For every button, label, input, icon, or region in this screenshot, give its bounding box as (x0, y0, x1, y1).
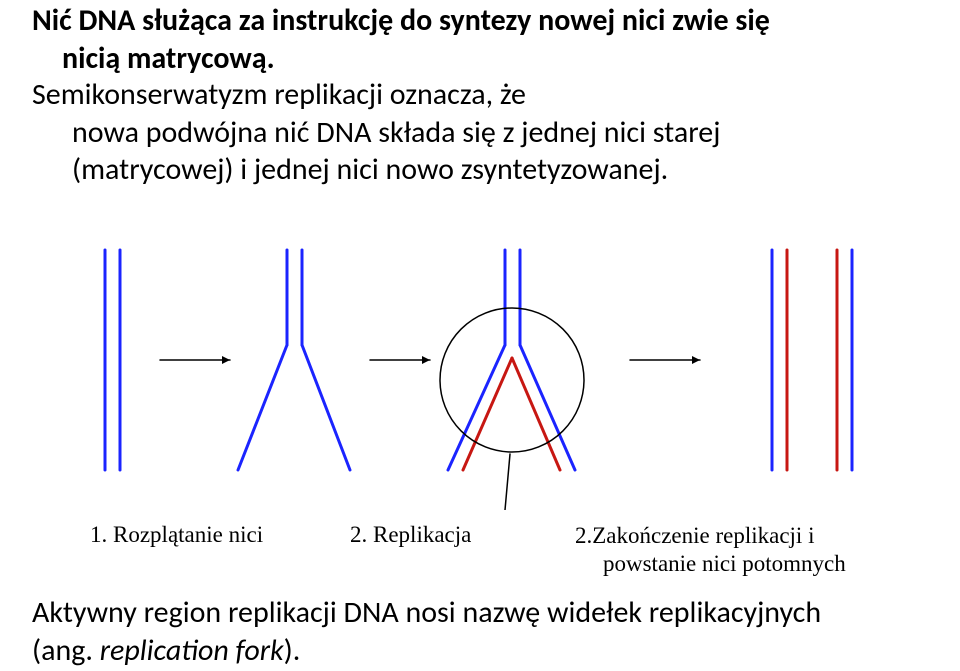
paragraph-3: Aktywny region replikacji DNA nosi nazwę… (32, 594, 932, 669)
caption-3-line2: powstanie nici potomnych (575, 550, 875, 578)
para3-line1: Aktywny region replikacji DNA nosi nazwę… (32, 594, 932, 632)
caption-3: 2.Zakończenie replikacji i powstanie nic… (575, 522, 875, 577)
replication-diagram (0, 210, 960, 510)
para3-l2b: replication fork (100, 632, 284, 669)
caption-2: 2. Replikacja (350, 522, 471, 548)
para2-line1: Semikonserwatyzm replikacji oznacza, że (32, 76, 932, 114)
para1-line1: Nić DNA służąca za instrukcję do syntezy… (32, 2, 932, 40)
paragraph-2: Semikonserwatyzm replikacji oznacza, że … (32, 76, 932, 189)
paragraph-1: Nić DNA służąca za instrukcję do syntezy… (32, 2, 932, 77)
para2-line2: nowa podwójna nić DNA składa się z jedne… (32, 114, 932, 152)
para3-l2a: (ang. (32, 632, 100, 669)
para3-l2c: ). (284, 632, 301, 669)
caption-1: 1. Rozplątanie nici (90, 522, 263, 548)
para3-line2: (ang. replication fork). (32, 632, 932, 670)
caption-3-line1: 2.Zakończenie replikacji i (575, 522, 875, 550)
para1-line2: nicią matrycową. (32, 40, 932, 78)
para2-line3: (matrycowej) i jednej nici nowo zsyntety… (32, 151, 932, 189)
